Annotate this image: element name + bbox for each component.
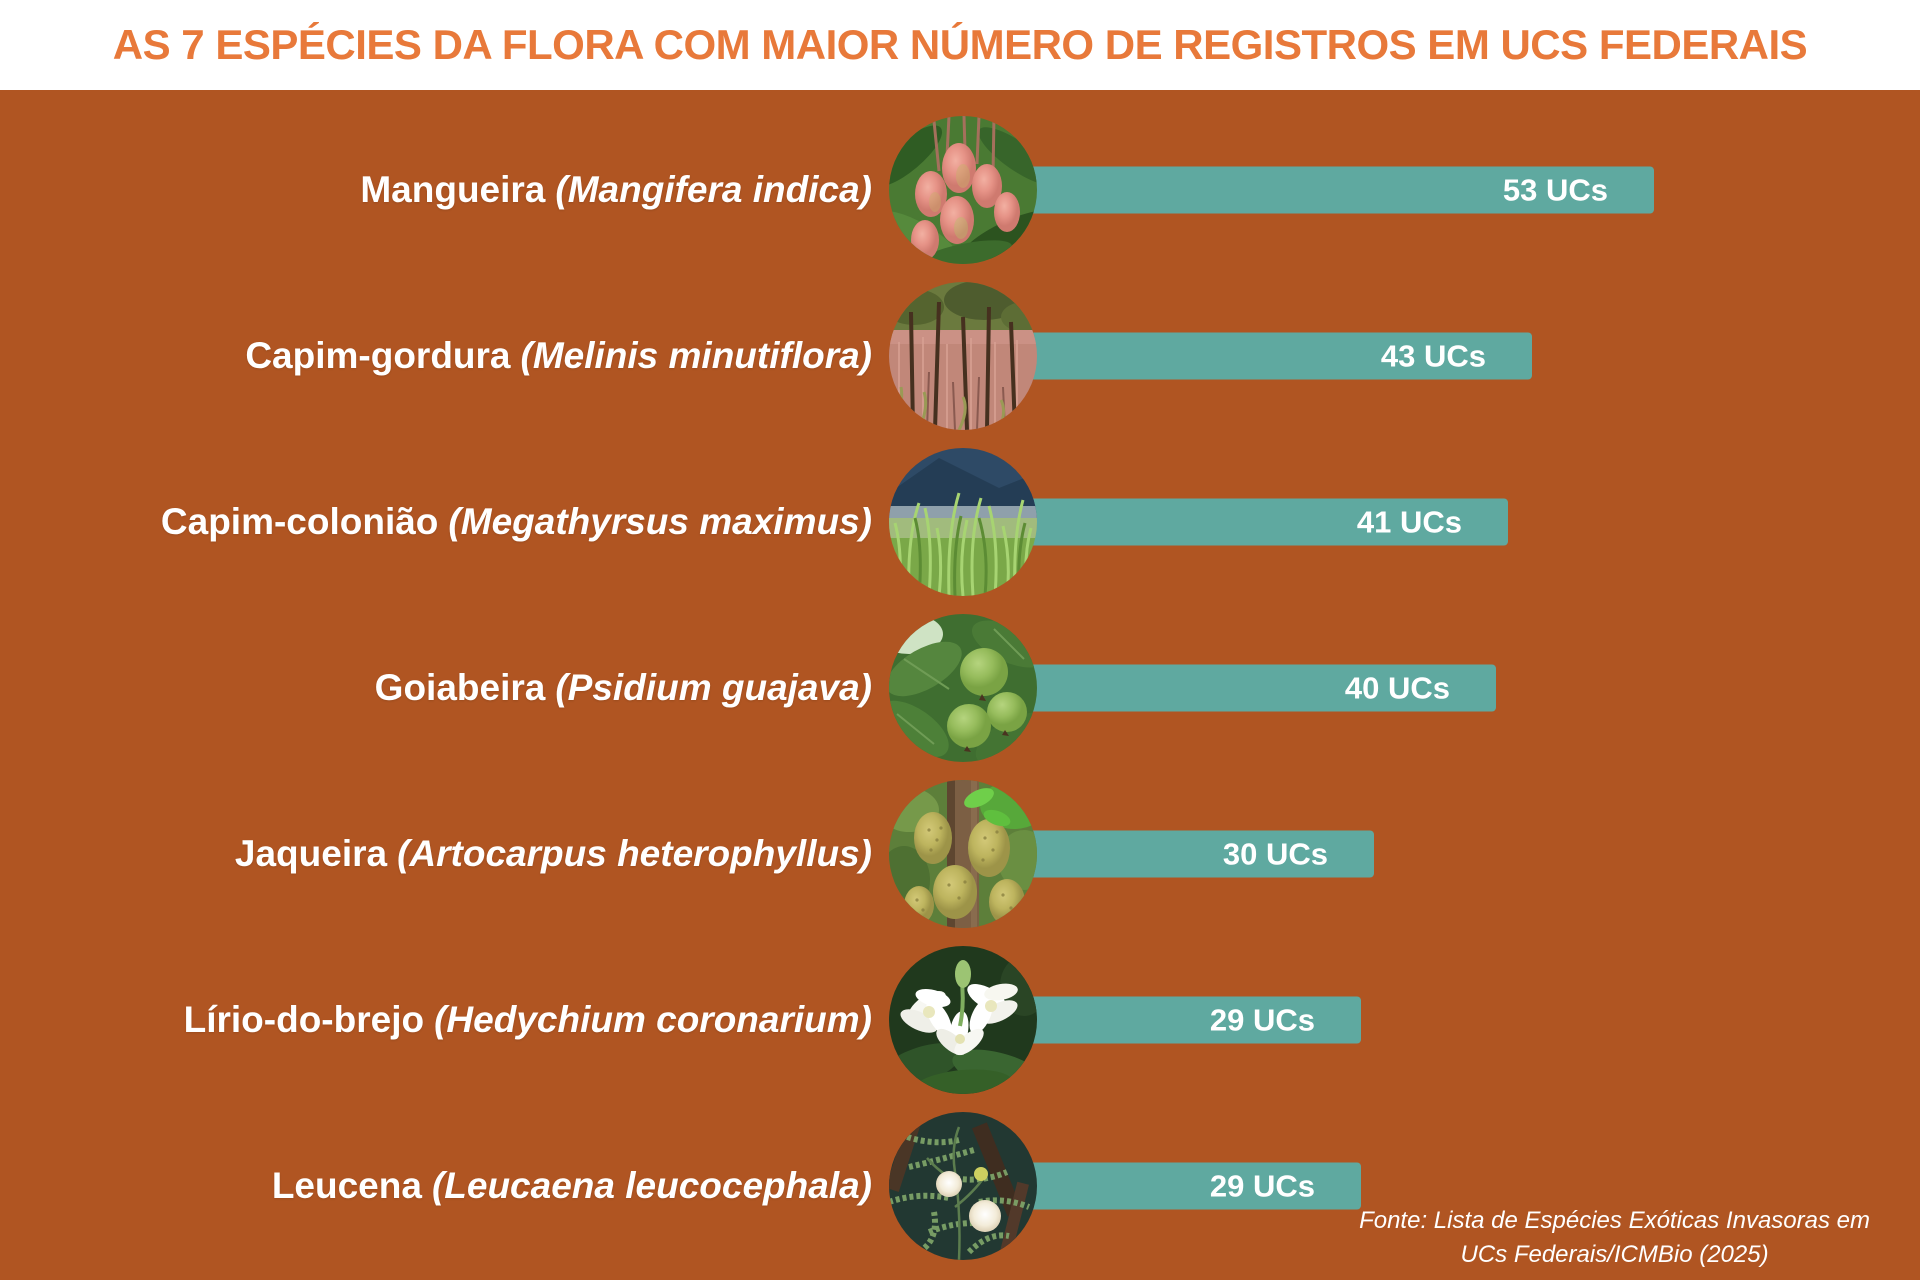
species-scientific-name: (Leucaena leucocephala) bbox=[431, 1165, 872, 1206]
leucaena-photo bbox=[889, 1112, 1037, 1260]
species-scientific-name: (Mangifera indica) bbox=[555, 169, 872, 210]
species-common-name: Goiabeira bbox=[374, 667, 546, 708]
mango-fruits-photo bbox=[889, 116, 1037, 264]
species-common-name: Lírio-do-brejo bbox=[183, 999, 425, 1040]
value-label: 41 UCs bbox=[1356, 504, 1462, 539]
value-label: 29 UCs bbox=[1209, 1168, 1315, 1203]
species-common-name: Capim-gordura bbox=[245, 335, 511, 376]
value-label: 53 UCs bbox=[1502, 172, 1608, 207]
species-label: Capim-colonião (Megathyrsus maximus) bbox=[161, 501, 872, 543]
source-note: Fonte: Lista de Espécies Exóticas Invaso… bbox=[1359, 1204, 1870, 1272]
chart-row-jaqueira: Jaqueira (Artocarpus heterophyllus) 30 UC… bbox=[0, 771, 1920, 937]
source-note-line2: UCs Federais/ICMBio (2025) bbox=[1460, 1241, 1769, 1268]
chart-row-goiabeira: Goiabeira (Psidium guajava) 40 UCs bbox=[0, 605, 1920, 771]
source-note-line1: Fonte: Lista de Espécies Exóticas Invaso… bbox=[1359, 1207, 1870, 1234]
white-ginger-lily-photo bbox=[889, 946, 1037, 1094]
species-label: Capim-gordura (Melinis minutiflora) bbox=[245, 335, 872, 377]
species-label: Mangueira (Mangifera indica) bbox=[360, 169, 872, 211]
species-label: Lírio-do-brejo (Hedychium coronarium) bbox=[184, 999, 872, 1041]
species-common-name: Capim-colonião bbox=[160, 501, 439, 542]
chart-row-mangueira: Mangueira (Mangifera indica) 53 UCs bbox=[0, 107, 1920, 273]
page-title: AS 7 ESPÉCIES DA FLORA COM MAIOR NÚMERO … bbox=[112, 21, 1808, 68]
species-label: Jaqueira (Artocarpus heterophyllus) bbox=[235, 833, 872, 875]
species-label: Goiabeira (Psidium guajava) bbox=[375, 667, 872, 709]
value-bar: 43 UCs bbox=[1008, 332, 1532, 380]
species-common-name: Mangueira bbox=[360, 169, 546, 210]
value-bar: 29 UCs bbox=[1008, 1162, 1361, 1210]
species-scientific-name: (Megathyrsus maximus) bbox=[448, 501, 872, 542]
molasses-grass-photo bbox=[889, 282, 1037, 430]
species-scientific-name: (Melinis minutiflora) bbox=[520, 335, 873, 376]
value-label: 29 UCs bbox=[1209, 1002, 1315, 1037]
value-label: 30 UCs bbox=[1222, 836, 1328, 871]
species-common-name: Leucena bbox=[271, 1165, 422, 1206]
species-scientific-name: (Artocarpus heterophyllus) bbox=[397, 833, 872, 874]
value-bar: 29 UCs bbox=[1008, 996, 1361, 1044]
species-scientific-name: (Hedychium coronarium) bbox=[434, 999, 872, 1040]
species-label: Leucena (Leucaena leucocephala) bbox=[272, 1165, 872, 1207]
chart-row-capim-coloniao: Capim-colonião (Megathyrsus maximus) 41 U… bbox=[0, 439, 1920, 605]
value-label: 40 UCs bbox=[1344, 670, 1450, 705]
value-bar: 41 UCs bbox=[1008, 498, 1508, 546]
value-label: 43 UCs bbox=[1380, 338, 1486, 373]
species-common-name: Jaqueira bbox=[234, 833, 388, 874]
chart-row-leucena: Leucena (Leucaena leucocephala) 29 UCs bbox=[0, 1103, 1920, 1269]
species-scientific-name: (Psidium guajava) bbox=[555, 667, 872, 708]
chart-row-capim-gordura: Capim-gordura (Melinis minutiflora) 43 UC… bbox=[0, 273, 1920, 439]
chart-row-lirio-do-brejo: Lírio-do-brejo (Hedychium coronarium) 29 … bbox=[0, 937, 1920, 1103]
value-bar: 53 UCs bbox=[1008, 166, 1654, 214]
jackfruit-photo bbox=[889, 780, 1037, 928]
value-bar: 30 UCs bbox=[1008, 830, 1374, 878]
bar-chart: Mangueira (Mangifera indica) 53 UCs bbox=[0, 107, 1920, 1269]
guinea-grass-photo bbox=[889, 448, 1037, 596]
guava-fruits-photo bbox=[889, 614, 1037, 762]
value-bar: 40 UCs bbox=[1008, 664, 1496, 712]
header-banner: AS 7 ESPÉCIES DA FLORA COM MAIOR NÚMERO … bbox=[0, 0, 1920, 90]
